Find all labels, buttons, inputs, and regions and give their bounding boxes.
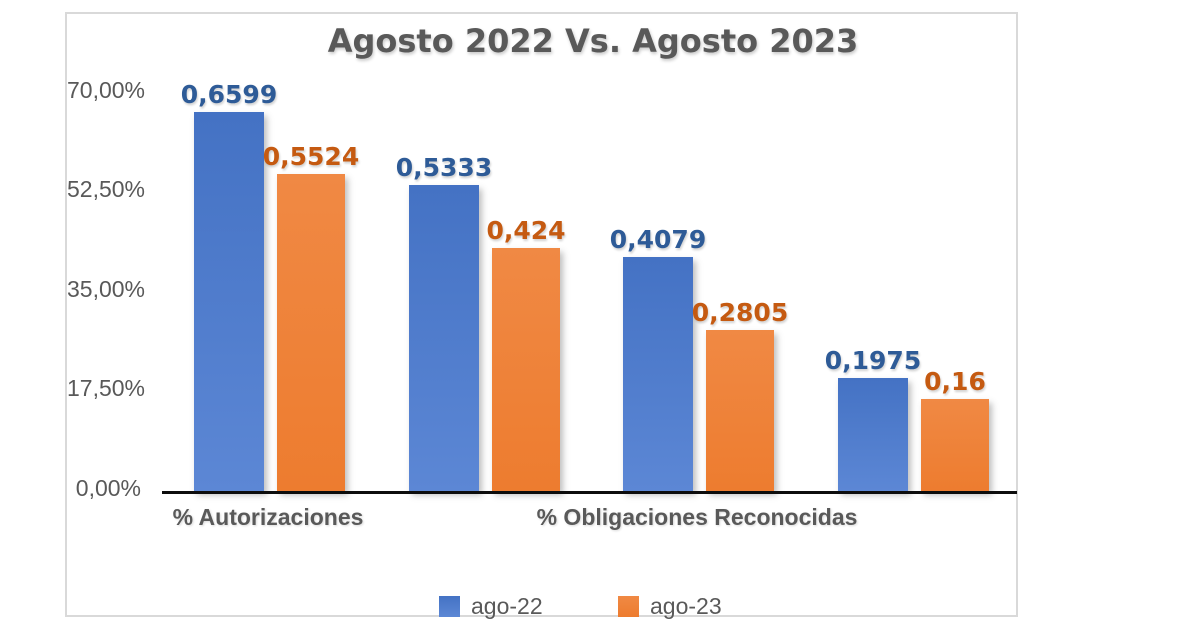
y-axis-tick-2: 35,00% [67,276,146,302]
chart-title: Agosto 2022 Vs. Agosto 2023 [327,22,859,60]
data-label-ago-22-group-2: 0,5333 [395,153,493,182]
bar-ago-22-group-4 [838,378,908,491]
bar-ago-22-group-2 [409,185,479,491]
data-label-ago-23-group-3: 0,2805 [691,298,789,327]
y-axis-tick-1: 52,50% [67,176,146,202]
chart-container: Agosto 2022 Vs. Agosto 2023 70,00% 52,50%… [65,12,1018,619]
legend-swatch-ago-23 [618,595,639,617]
legend-label-ago-23: ago-23 [650,592,722,619]
legend-swatch-ago-22 [439,595,460,617]
category-label-autorizaciones: % Autorizaciones [172,504,364,530]
bar-ago-23-group-4 [921,399,989,491]
y-axis-tick-3: 17,50% [67,375,146,401]
bar-ago-23-group-1 [277,174,345,491]
bar-ago-23-group-3 [706,330,774,491]
legend-item-ago-23: ago-23 [618,592,722,619]
bar-ago-23-group-2 [492,248,560,491]
legend-item-ago-22: ago-22 [439,592,543,619]
x-axis-line [162,491,1017,494]
data-label-ago-22-group-3: 0,4079 [609,225,707,254]
data-label-ago-23-group-2: 0,424 [486,216,566,245]
legend-label-ago-22: ago-22 [471,592,543,619]
y-axis-tick-4: 0,00% [75,475,141,501]
category-label-obligaciones-reconocidas: % Obligaciones Reconocidas [536,504,858,530]
data-label-ago-23-group-4: 0,16 [924,367,986,396]
bar-ago-22-group-3 [623,257,693,491]
y-axis-tick-0: 70,00% [67,77,146,103]
data-label-ago-22-group-1: 0,6599 [180,80,278,109]
bar-ago-22-group-1 [194,112,264,491]
data-label-ago-23-group-1: 0,5524 [262,142,360,171]
data-label-ago-22-group-4: 0,1975 [824,346,922,375]
